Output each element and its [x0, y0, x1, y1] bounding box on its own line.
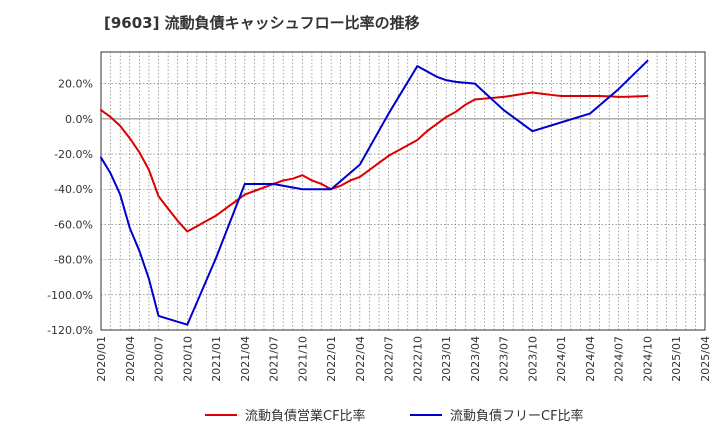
x-tick-label: 2021/10 [296, 336, 309, 382]
x-tick-label: 2022/01 [325, 336, 338, 382]
x-tick-label: 2021/01 [210, 336, 223, 382]
y-tick-label: -60.0% [54, 218, 93, 231]
chart-title: [9603] 流動負債キャッシュフロー比率の推移 [104, 14, 420, 32]
x-tick-label: 2022/10 [411, 336, 424, 382]
y-axis-ticks: 20.0% 0.0% -20.0% -40.0% -60.0% -80.0% -100.0%… [47, 78, 93, 337]
y-tick-label: 0.0% [65, 113, 93, 126]
x-tick-label: 2020/07 [153, 336, 166, 382]
x-tick-label: 2022/04 [354, 336, 367, 382]
x-tick-label: 2022/07 [383, 336, 396, 382]
plot-frame [100, 51, 706, 331]
x-tick-label: 2024/10 [641, 336, 654, 382]
x-tick-label: 2023/10 [526, 336, 539, 382]
x-tick-label: 2024/04 [584, 336, 597, 382]
y-tick-label: -80.0% [54, 254, 93, 267]
x-tick-label: 2021/07 [268, 336, 281, 382]
horizontal-gridlines [101, 83, 705, 296]
y-tick-label: -40.0% [54, 183, 93, 196]
x-tick-label: 2023/04 [469, 336, 482, 382]
series-line-1 [100, 91, 649, 233]
x-tick-label: 2021/04 [239, 336, 252, 382]
y-tick-label: 20.0% [58, 78, 93, 91]
x-axis-ticks: 2020/01 2020/04 2020/07 2020/10 2021/01 2021/… [95, 336, 712, 382]
x-tick-label: 2020/10 [181, 336, 194, 382]
legend: 流動負債営業CF比率 流動負債フリーCF比率 [205, 408, 584, 424]
series-line-2 [100, 59, 649, 326]
legend-label: 流動負債フリーCF比率 [450, 408, 584, 424]
x-tick-label: 2023/01 [440, 336, 453, 382]
y-tick-label: -120.0% [47, 324, 93, 337]
x-tick-label: 2023/07 [498, 336, 511, 382]
series-layer [100, 59, 649, 326]
y-tick-label: -20.0% [54, 148, 93, 161]
x-tick-label: 2025/01 [670, 336, 683, 382]
x-tick-label: 2020/04 [124, 336, 137, 382]
y-tick-label: -100.0% [47, 289, 93, 302]
x-tick-label: 2024/07 [613, 336, 626, 382]
legend-label: 流動負債営業CF比率 [245, 408, 366, 424]
x-tick-label: 2025/04 [699, 336, 712, 382]
x-tick-label: 2024/01 [555, 336, 568, 382]
x-tick-label: 2020/01 [95, 336, 108, 382]
